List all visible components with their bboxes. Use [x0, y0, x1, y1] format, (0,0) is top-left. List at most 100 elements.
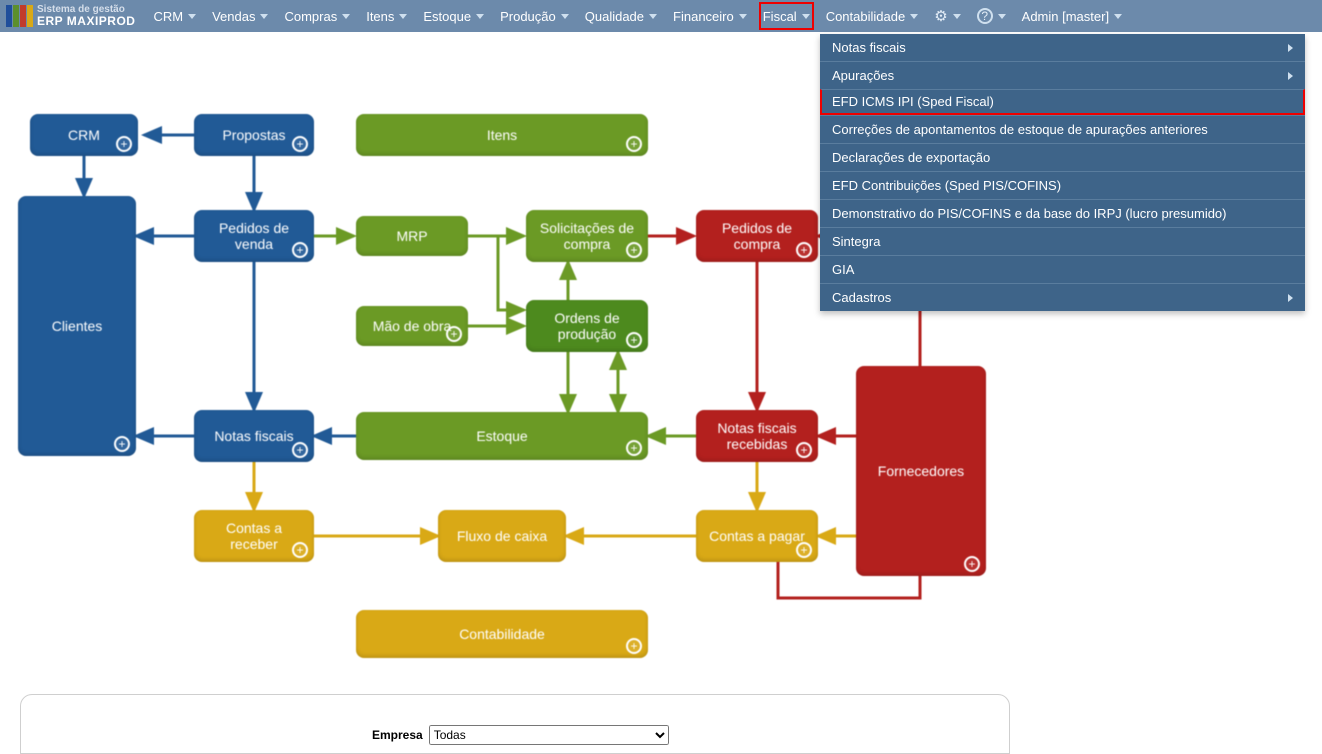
empresa-select[interactable]: Todas: [429, 725, 669, 745]
fiscal-dropdown: Notas fiscais Apurações EFD ICMS IPI (Sped…: [820, 34, 1305, 311]
nav-label: Qualidade: [585, 9, 644, 24]
nav-gear[interactable]: ⚙: [930, 2, 964, 30]
plus-icon[interactable]: +: [626, 638, 642, 654]
plus-icon[interactable]: +: [114, 436, 130, 452]
dropdown-item-7[interactable]: Sintegra: [820, 227, 1305, 255]
nav-label: Itens: [366, 9, 394, 24]
plus-icon[interactable]: +: [626, 332, 642, 348]
bottom-panel: Empresa Todas: [20, 694, 1010, 754]
node-label: Solicitações de compra: [534, 220, 640, 252]
plus-icon[interactable]: +: [964, 556, 980, 572]
node-mrp[interactable]: MRP: [356, 216, 468, 256]
nav-item-contabilidade[interactable]: Contabilidade: [822, 2, 923, 30]
node-label: Contabilidade: [459, 626, 545, 642]
node-nf[interactable]: Notas fiscais+: [194, 410, 314, 462]
node-label: Pedidos de compra: [704, 220, 810, 252]
plus-icon[interactable]: +: [292, 136, 308, 152]
dropdown-item-9[interactable]: Cadastros: [820, 283, 1305, 311]
plus-icon[interactable]: +: [626, 242, 642, 258]
node-crm[interactable]: CRM +: [30, 114, 138, 156]
dropdown-item-3[interactable]: Correções de apontamentos de estoque de …: [820, 115, 1305, 143]
node-pedcompra[interactable]: Pedidos de compra+: [696, 210, 818, 262]
dropdown-item-8[interactable]: GIA: [820, 255, 1305, 283]
nav-item-compras[interactable]: Compras: [280, 2, 354, 30]
node-label: Propostas: [222, 127, 285, 143]
chevron-down-icon: [802, 14, 810, 19]
node-pedvenda[interactable]: Pedidos de venda+: [194, 210, 314, 262]
chevron-down-icon: [739, 14, 747, 19]
plus-icon[interactable]: +: [292, 542, 308, 558]
help-icon: ?: [977, 8, 993, 24]
plus-icon[interactable]: +: [626, 440, 642, 456]
nav-item-produção[interactable]: Produção: [496, 2, 573, 30]
dropdown-item-6[interactable]: Demonstrativo do PIS/COFINS e da base do…: [820, 199, 1305, 227]
node-label: CRM: [68, 127, 100, 143]
node-clientes[interactable]: Clientes +: [18, 196, 136, 456]
plus-icon[interactable]: +: [796, 442, 812, 458]
dropdown-label: Notas fiscais: [832, 40, 906, 55]
node-label: MRP: [396, 228, 427, 244]
chevron-down-icon: [910, 14, 918, 19]
dropdown-label: Demonstrativo do PIS/COFINS e da base do…: [832, 206, 1227, 221]
nav-item-crm[interactable]: CRM: [149, 2, 200, 30]
nav-item-financeiro[interactable]: Financeiro: [669, 2, 751, 30]
nav-user[interactable]: Admin [master]: [1018, 2, 1126, 30]
node-cpagar[interactable]: Contas a pagar+: [696, 510, 818, 562]
dropdown-label: Correções de apontamentos de estoque de …: [832, 122, 1208, 137]
node-creceber[interactable]: Contas a receber+: [194, 510, 314, 562]
nav-label: Vendas: [212, 9, 255, 24]
nav-item-qualidade[interactable]: Qualidade: [581, 2, 661, 30]
node-nfreceb[interactable]: Notas fiscais recebidas+: [696, 410, 818, 462]
node-ordprod[interactable]: Ordens de produção+: [526, 300, 648, 352]
nav-item-fiscal[interactable]: Fiscal: [759, 2, 814, 30]
chevron-down-icon: [399, 14, 407, 19]
dropdown-item-2[interactable]: EFD ICMS IPI (Sped Fiscal): [820, 89, 1305, 115]
node-fornec[interactable]: Fornecedores +: [856, 366, 986, 576]
dropdown-label: Sintegra: [832, 234, 880, 249]
plus-icon[interactable]: +: [116, 136, 132, 152]
plus-icon[interactable]: +: [796, 242, 812, 258]
node-itens[interactable]: Itens+: [356, 114, 648, 156]
nav-help[interactable]: ?: [973, 2, 1010, 30]
node-label: Clientes: [52, 318, 103, 334]
node-label: Ordens de produção: [534, 310, 640, 342]
plus-icon[interactable]: +: [626, 136, 642, 152]
node-contab[interactable]: Contabilidade +: [356, 610, 648, 658]
dropdown-item-1[interactable]: Apurações: [820, 61, 1305, 89]
nav-item-itens[interactable]: Itens: [362, 2, 411, 30]
plus-icon[interactable]: +: [796, 542, 812, 558]
brand-logo: Sistema de gestão ERP MAXIPROD: [6, 5, 135, 27]
edge: [468, 236, 524, 310]
plus-icon[interactable]: +: [292, 442, 308, 458]
node-label: Notas fiscais: [214, 428, 293, 444]
empresa-label: Empresa: [372, 728, 423, 742]
plus-icon[interactable]: +: [292, 242, 308, 258]
brand-line2: ERP MAXIPROD: [37, 15, 135, 27]
node-label: Fornecedores: [878, 463, 964, 479]
nav-item-vendas[interactable]: Vendas: [208, 2, 272, 30]
dropdown-label: GIA: [832, 262, 854, 277]
dropdown-item-4[interactable]: Declarações de exportação: [820, 143, 1305, 171]
nav-label: Estoque: [423, 9, 471, 24]
logo-bars-icon: [6, 5, 33, 27]
dropdown-label: Cadastros: [832, 290, 891, 305]
chevron-right-icon: [1288, 72, 1293, 80]
dropdown-item-0[interactable]: Notas fiscais: [820, 34, 1305, 61]
dropdown-label: EFD Contribuições (Sped PIS/COFINS): [832, 178, 1061, 193]
nav-label: Contabilidade: [826, 9, 906, 24]
plus-icon[interactable]: +: [446, 326, 462, 342]
node-estoque[interactable]: Estoque+: [356, 412, 648, 460]
node-label: Mão de obra: [373, 318, 452, 334]
dropdown-item-5[interactable]: EFD Contribuições (Sped PIS/COFINS): [820, 171, 1305, 199]
node-maodeobra[interactable]: Mão de obra+: [356, 306, 468, 346]
node-propostas[interactable]: Propostas +: [194, 114, 314, 156]
node-solcompra[interactable]: Solicitações de compra+: [526, 210, 648, 262]
user-label: Admin [master]: [1022, 9, 1109, 24]
nav-item-estoque[interactable]: Estoque: [419, 2, 488, 30]
chevron-down-icon: [342, 14, 350, 19]
chevron-right-icon: [1288, 294, 1293, 302]
dropdown-label: EFD ICMS IPI (Sped Fiscal): [832, 94, 994, 109]
node-fluxo[interactable]: Fluxo de caixa: [438, 510, 566, 562]
nav-label: CRM: [153, 9, 183, 24]
chevron-down-icon: [188, 14, 196, 19]
